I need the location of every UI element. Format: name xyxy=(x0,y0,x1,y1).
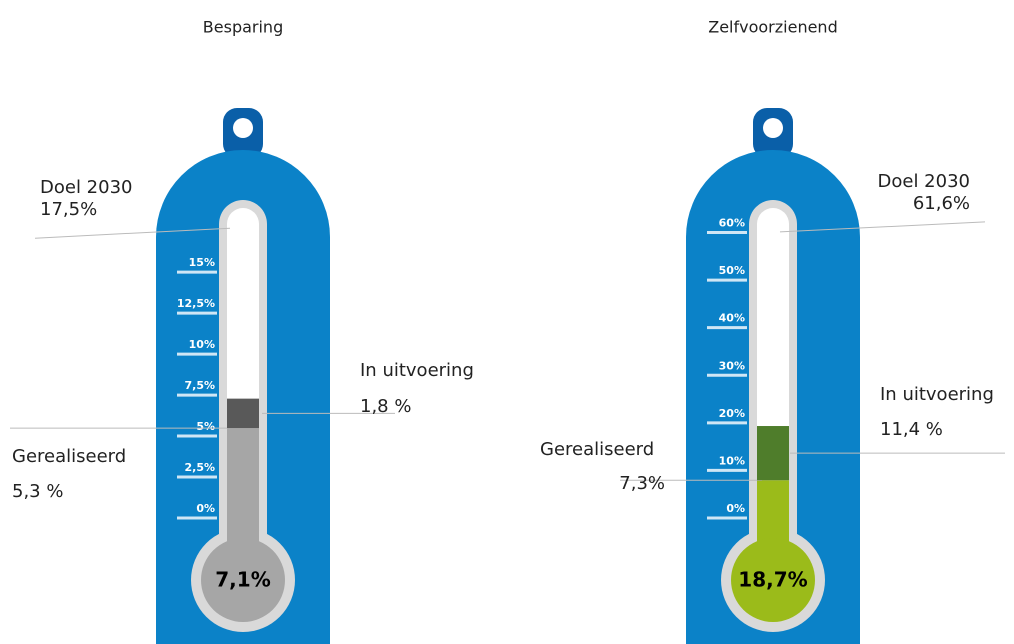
y-tick-label: 12,5% xyxy=(177,297,215,310)
segment-value: 7,3% xyxy=(619,473,665,494)
fill-segment xyxy=(757,426,789,480)
segment-name: In uitvoering xyxy=(880,384,994,405)
segment-name: Gerealiseerd xyxy=(540,439,654,460)
fill-segment xyxy=(227,399,259,429)
segment-name: Gerealiseerd xyxy=(12,446,126,467)
y-tick-label: 7,5% xyxy=(184,379,215,392)
y-tick-label: 5% xyxy=(196,420,215,433)
infographic: Besparing 0% 2,5% 5% 7,5% 10% 12,5% 15% Gerealis… xyxy=(0,0,1014,644)
segment-value: 11,4 % xyxy=(880,419,943,440)
target-name: Doel 2030 xyxy=(878,171,970,192)
y-tick-label: 2,5% xyxy=(184,461,215,474)
target-value: 61,6% xyxy=(913,193,970,214)
hanger-hole xyxy=(233,118,253,138)
chart-title: Zelfvoorzienend xyxy=(708,18,837,37)
target-value: 17,5% xyxy=(40,199,97,220)
segment-name: In uitvoering xyxy=(360,360,474,381)
chart-title: Besparing xyxy=(203,18,283,37)
y-tick-label: 10% xyxy=(719,454,745,467)
y-tick-label: 0% xyxy=(196,502,215,515)
y-tick-label: 10% xyxy=(189,338,215,351)
target-name: Doel 2030 xyxy=(40,177,132,198)
y-tick-label: 0% xyxy=(726,502,745,515)
hanger-hole xyxy=(763,118,783,138)
y-tick-label: 20% xyxy=(719,407,745,420)
y-tick-label: 60% xyxy=(719,217,745,230)
total-value: 18,7% xyxy=(738,568,807,592)
y-tick-label: 15% xyxy=(189,256,215,269)
segment-value: 5,3 % xyxy=(12,481,63,502)
total-value: 7,1% xyxy=(215,568,270,592)
segment-value: 1,8 % xyxy=(360,396,411,417)
y-tick-label: 50% xyxy=(719,264,745,277)
y-tick-label: 30% xyxy=(719,359,745,372)
y-tick-label: 40% xyxy=(719,312,745,325)
